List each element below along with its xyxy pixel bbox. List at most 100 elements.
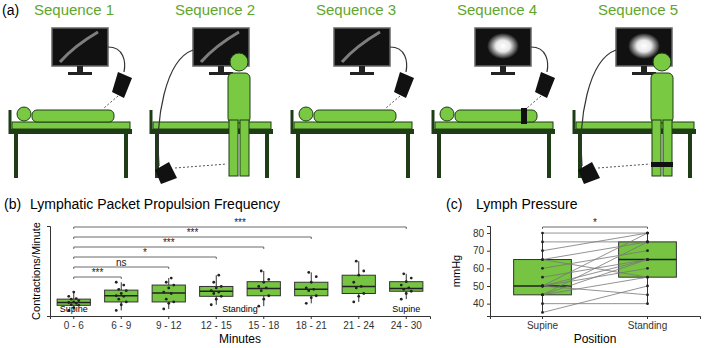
data-point — [120, 303, 123, 306]
whisker-high — [121, 282, 122, 290]
data-point — [162, 308, 165, 311]
person-head — [230, 53, 248, 71]
data-point — [646, 249, 649, 252]
data-point — [167, 286, 170, 289]
data-point — [210, 303, 213, 306]
data-point — [217, 291, 220, 294]
x-tick-label: 21 - 24 — [343, 320, 375, 331]
monitor-screen — [334, 28, 390, 66]
data-point — [307, 271, 310, 274]
median — [619, 259, 677, 261]
data-point — [541, 258, 544, 261]
y-tick-mark — [487, 286, 490, 287]
monitor-glow — [628, 33, 660, 59]
data-point — [357, 295, 360, 298]
significance-label: * — [143, 247, 147, 258]
x-axis: 0 - 66 - 99 - 1212 - 1515 - 1818 - 2121 … — [51, 316, 431, 331]
bed-leg — [14, 134, 18, 178]
camera-view — [386, 96, 400, 108]
bed-leg — [296, 134, 300, 178]
x-tick: 15 - 18 — [248, 316, 280, 331]
data-point — [122, 295, 125, 298]
data-point — [265, 286, 268, 289]
whisker-high — [358, 261, 359, 275]
bed-leg — [406, 134, 410, 178]
data-point — [352, 301, 355, 304]
panel-c: (c)Lymph PressureSupineStanding405060708… — [446, 196, 701, 346]
bed-post — [150, 110, 153, 134]
pair-line — [543, 233, 648, 251]
sequence-scene: Sequence 4 — [433, 1, 555, 178]
median — [152, 292, 185, 294]
pair-line — [543, 241, 648, 242]
y-tick: 80 — [473, 228, 490, 239]
bed-post — [9, 110, 12, 134]
chart-title: Lymph Pressure — [476, 196, 578, 212]
bed-frame — [433, 129, 555, 134]
x-tick: 0 - 6 — [64, 316, 84, 331]
data-point — [646, 258, 649, 261]
x-tick: 21 - 24 — [343, 316, 375, 331]
data-point — [220, 285, 223, 288]
significance-label: ns — [116, 257, 127, 268]
x-tick-label: 24 - 30 — [391, 320, 423, 331]
median — [342, 286, 375, 288]
data-point — [162, 291, 165, 294]
bed-post — [291, 110, 294, 134]
pair-line — [543, 260, 648, 278]
camera — [394, 72, 414, 98]
camera — [112, 72, 132, 98]
data-point — [541, 232, 544, 235]
x-tick-label: Standing — [628, 320, 667, 331]
y-axis-line — [487, 227, 491, 317]
sequence-title: Sequence 5 — [598, 1, 678, 18]
monitor-stand — [500, 66, 506, 72]
box — [200, 286, 233, 296]
person-leg — [663, 120, 672, 176]
significance-label: * — [593, 217, 597, 228]
y-tick-label: 40 — [473, 298, 485, 309]
y-tick-mark — [487, 304, 490, 305]
bed-frame — [151, 129, 273, 134]
data-point — [646, 258, 649, 261]
data-point — [167, 302, 170, 305]
x-tick-mark — [311, 316, 312, 319]
x-tick-label: Supine — [527, 320, 559, 331]
x-tick-label: 15 - 18 — [248, 320, 280, 331]
monitor-screen — [52, 28, 108, 66]
pair-line — [543, 286, 648, 295]
data-point — [362, 270, 365, 273]
x-axis-line — [51, 317, 431, 320]
data-point — [262, 281, 265, 284]
x-tick-mark — [263, 316, 264, 319]
phase-label: Supine — [60, 304, 88, 314]
bed-mattress — [435, 122, 553, 129]
data-point — [310, 281, 313, 284]
data-point — [75, 297, 78, 300]
median — [247, 288, 280, 290]
box — [390, 282, 423, 292]
monitor-base — [350, 72, 374, 75]
data-point — [410, 277, 413, 280]
phase-label: Supine — [392, 304, 420, 314]
data-point — [67, 295, 70, 298]
data-point — [400, 298, 403, 301]
panel-label: (c) — [446, 196, 462, 212]
bed-frame — [10, 129, 132, 134]
monitor-image — [342, 32, 380, 62]
x-tick-label: 12 - 15 — [201, 320, 233, 331]
x-tick-label: 9 - 12 — [156, 320, 182, 331]
whisker-low — [542, 295, 543, 313]
sequence-title: Sequence 2 — [175, 1, 255, 18]
data-point — [120, 292, 123, 295]
x-tick-label: 0 - 6 — [64, 320, 84, 331]
data-point — [257, 285, 260, 288]
x-tick: Standing — [628, 316, 667, 331]
x-tick: Supine — [527, 316, 559, 331]
x-axis-line — [491, 317, 701, 320]
data-point — [117, 288, 120, 291]
y-tick: 50 — [473, 281, 490, 292]
chart-title: Lymphatic Packet Propulsion Frequency — [30, 196, 280, 212]
monitor-stand — [77, 66, 83, 72]
median — [105, 295, 138, 297]
